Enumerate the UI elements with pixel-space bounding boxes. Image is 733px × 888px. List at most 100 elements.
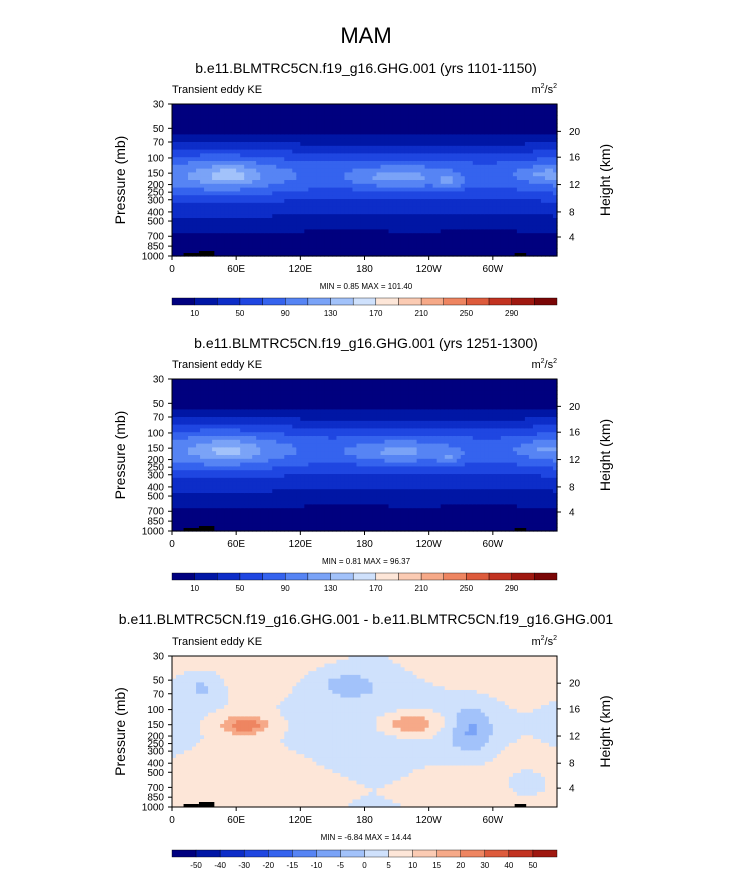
heatmap-cell (408, 229, 414, 234)
heatmap-cell (520, 145, 526, 151)
heatmap-cell (200, 382, 205, 388)
heatmap-cell (456, 130, 462, 135)
heatmap-cell (536, 104, 542, 109)
heatmap-cell (172, 123, 177, 128)
heatmap-cell (212, 145, 217, 151)
heatmap-cell (544, 107, 550, 113)
heatmap-cell (220, 134, 225, 139)
heatmap-cell (516, 202, 522, 208)
heatmap-cell (300, 195, 305, 200)
heatmap-cell (492, 210, 498, 215)
heatmap-cell (176, 436, 181, 441)
heatmap-cell (304, 164, 309, 170)
heatmap-cell (320, 221, 325, 227)
heatmap-cell (424, 138, 430, 143)
heatmap-cell (264, 477, 269, 483)
heatmap-cell (220, 248, 225, 253)
heatmap-cell (220, 218, 225, 223)
heatmap-cell (228, 443, 233, 448)
heatmap-cell (480, 123, 486, 128)
heatmap-cell (304, 180, 309, 185)
heatmap-cell (216, 123, 221, 128)
heatmap-cell (460, 199, 466, 204)
heatmap-cell (180, 409, 185, 414)
heatmap-cell (412, 252, 418, 257)
heatmap-cell (324, 206, 330, 211)
heatmap-cell (532, 168, 538, 173)
heatmap-cell (328, 221, 334, 227)
heatmap-cell (232, 130, 237, 135)
heatmap-cell (184, 466, 189, 471)
heatmap-cell (212, 413, 217, 418)
heatmap-cell (444, 176, 450, 181)
heatmap-cell (372, 195, 378, 200)
heatmap-cell (252, 195, 257, 200)
heatmap-cell (428, 164, 434, 170)
heatmap-cell (324, 237, 330, 242)
heatmap-cell (340, 252, 346, 257)
heatmap-cell (220, 210, 225, 215)
heatmap-cell (244, 443, 249, 448)
heatmap-cell (192, 401, 197, 407)
heatmap-cell (236, 436, 241, 441)
heatmap-cell (292, 183, 297, 189)
page-title: MAM (340, 23, 391, 48)
heatmap-cell (532, 248, 538, 253)
heatmap-cell (492, 149, 498, 154)
heatmap-cell (204, 229, 209, 234)
heatmap-cell (248, 466, 253, 471)
heatmap-cell (500, 134, 506, 139)
heatmap-cell (396, 161, 402, 166)
heatmap-cell (248, 206, 253, 211)
stats-label: MIN = 0.85 MAX = 101.40 (320, 282, 413, 291)
colorbar-swatch (217, 297, 241, 306)
heatmap-cell (212, 240, 217, 246)
heatmap-cell (264, 485, 269, 490)
heatmap-cell (272, 390, 277, 395)
heatmap-cell (264, 233, 269, 238)
heatmap-cell (436, 199, 442, 204)
heatmap-cell (276, 206, 281, 211)
heatmap-cell (440, 134, 446, 139)
heatmap-cell (260, 252, 265, 257)
heatmap-cell (184, 199, 189, 204)
heatmap-cell (216, 161, 221, 166)
heatmap-cell (188, 443, 193, 448)
heatmap-cell (252, 191, 257, 196)
heatmap-cell (264, 225, 269, 230)
heatmap-cell (360, 187, 366, 192)
heatmap-cell (476, 157, 482, 162)
heatmap-cell (272, 477, 277, 483)
heatmap-cell (276, 142, 281, 147)
heatmap-cell (356, 202, 362, 208)
heatmap-cell (472, 180, 478, 185)
heatmap-cell (376, 187, 382, 192)
heatmap-cell (268, 149, 273, 154)
heatmap-cell (304, 111, 309, 116)
heatmap-cell (204, 206, 209, 211)
heatmap-cell (516, 206, 522, 211)
heatmap-cell (172, 119, 177, 124)
heatmap-cell (232, 405, 237, 410)
heatmap-cell (532, 210, 538, 215)
heatmap-cell (384, 252, 390, 257)
heatmap-cell (512, 191, 518, 196)
heatmap-cell (200, 168, 205, 173)
heatmap-cell (392, 199, 398, 204)
heatmap-cell (212, 172, 217, 177)
heatmap-cell (492, 229, 498, 234)
heatmap-cell (536, 145, 542, 151)
heatmap-cell (528, 172, 534, 177)
heatmap-cell (528, 195, 534, 200)
heatmap-cell (176, 153, 181, 158)
heatmap-cell (504, 229, 510, 234)
heatmap-cell (256, 500, 261, 505)
heatmap-cell (172, 451, 177, 456)
heatmap-cell (424, 115, 430, 120)
heatmap-cell (228, 240, 233, 246)
heatmap-cell (552, 240, 558, 246)
heatmap-cell (252, 221, 257, 227)
heatmap-cell (536, 176, 542, 181)
heatmap-cell (208, 519, 213, 524)
heatmap-cell (312, 183, 317, 189)
